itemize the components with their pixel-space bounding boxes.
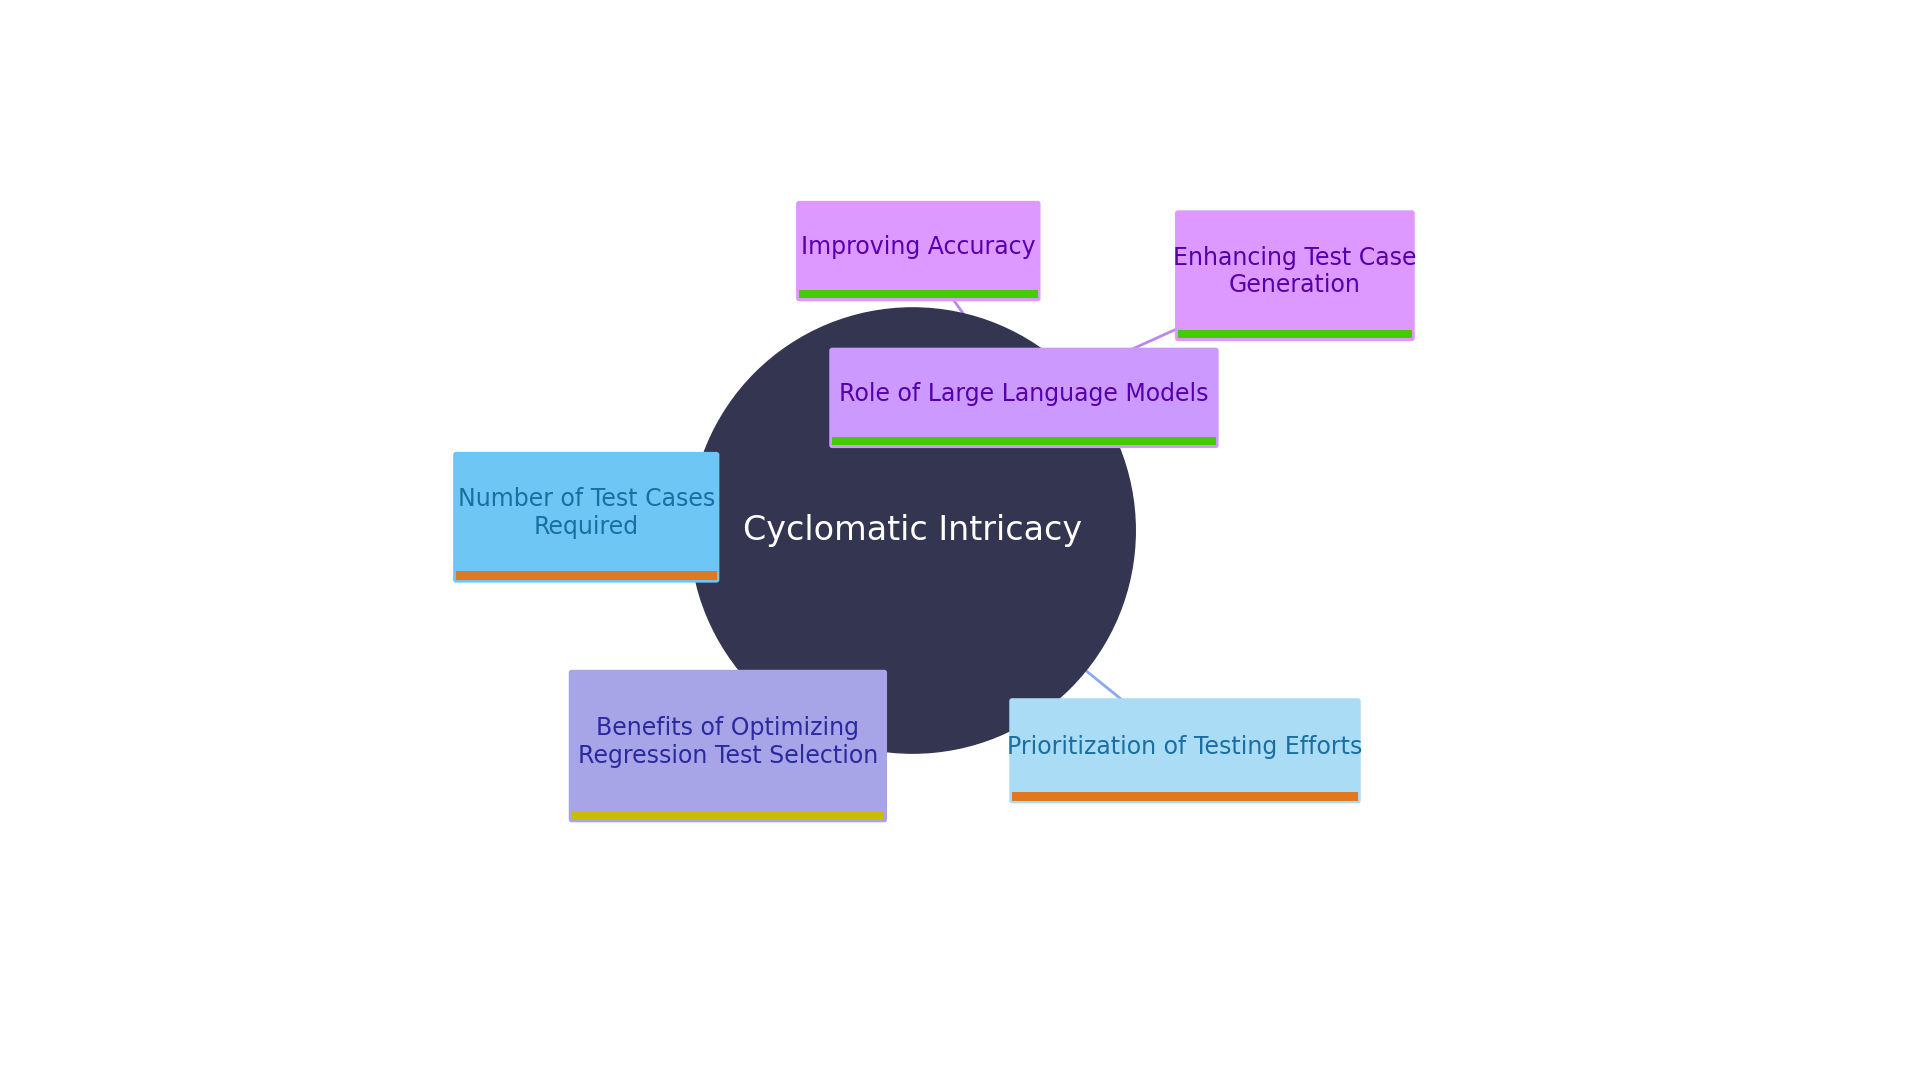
Bar [1012,792,1357,800]
Text: Prioritization of Testing Efforts: Prioritization of Testing Efforts [1008,734,1363,758]
Bar [1177,329,1411,338]
Text: Cyclomatic Intricacy: Cyclomatic Intricacy [743,514,1083,548]
Bar [799,289,1037,298]
FancyBboxPatch shape [829,348,1219,448]
FancyBboxPatch shape [453,451,720,582]
FancyBboxPatch shape [797,201,1041,301]
Text: Number of Test Cases
Required: Number of Test Cases Required [457,487,714,539]
Text: Improving Accuracy: Improving Accuracy [801,234,1035,259]
Bar [831,436,1215,445]
Bar [572,811,885,820]
FancyBboxPatch shape [1010,698,1361,804]
Text: Enhancing Test Case
Generation: Enhancing Test Case Generation [1173,245,1417,297]
Text: Role of Large Language Models: Role of Large Language Models [839,381,1210,406]
Bar [457,571,716,580]
Text: Benefits of Optimizing
Regression Test Selection: Benefits of Optimizing Regression Test S… [578,716,877,768]
FancyBboxPatch shape [568,670,887,822]
FancyBboxPatch shape [1175,211,1415,341]
Circle shape [689,308,1135,753]
